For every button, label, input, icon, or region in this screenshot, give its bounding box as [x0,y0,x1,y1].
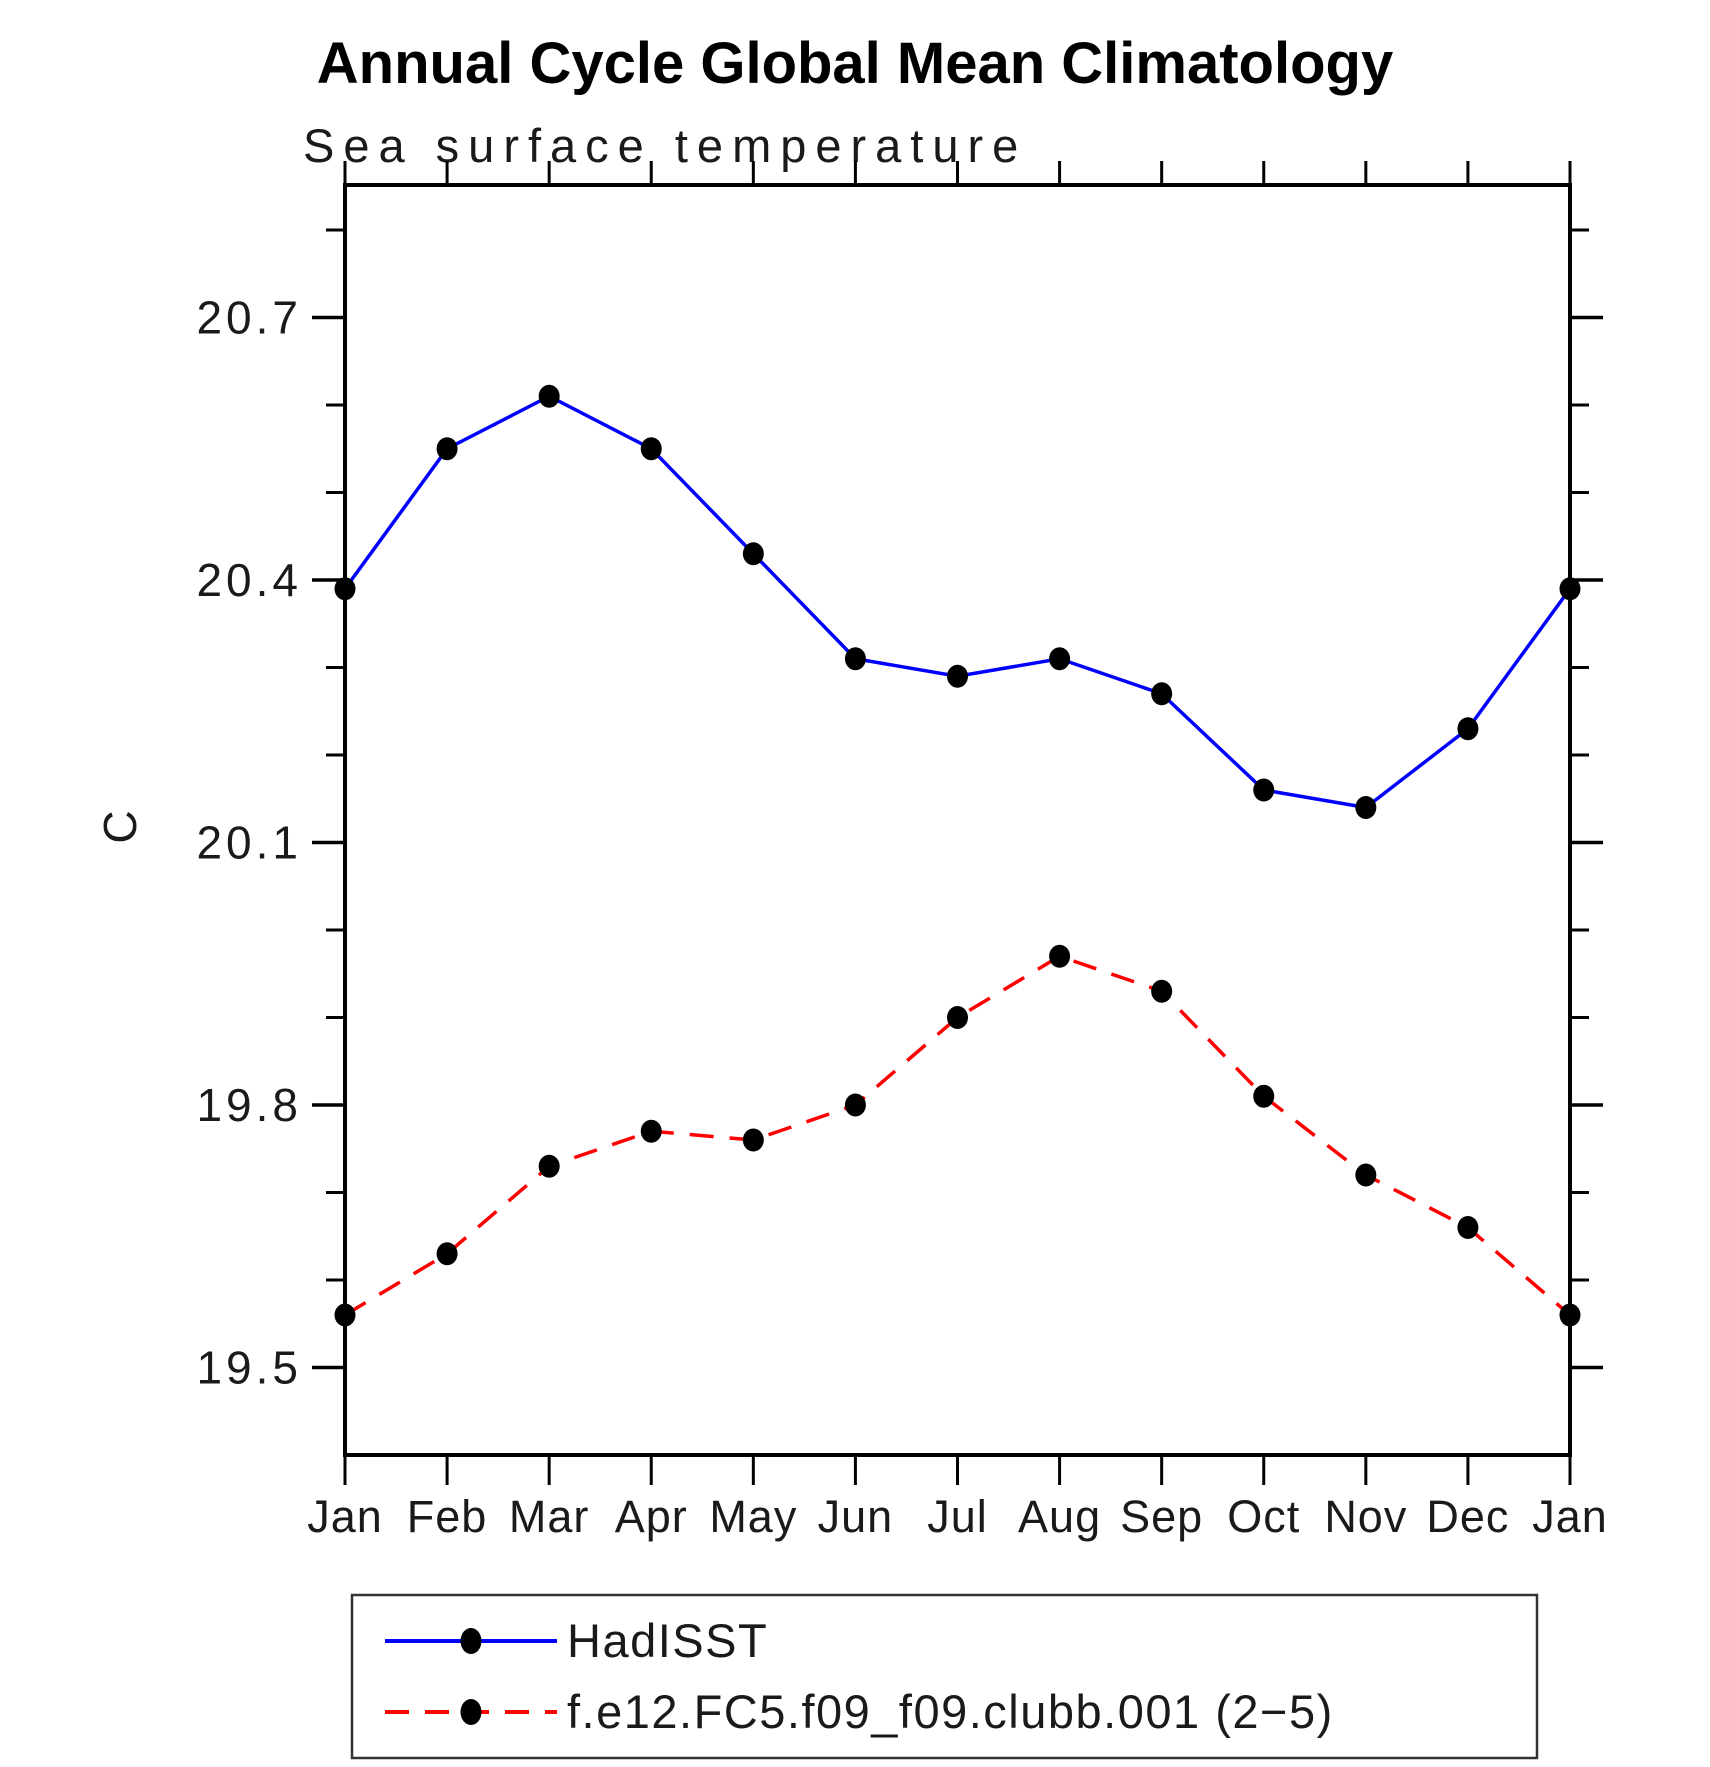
data-point-marker [1355,1163,1377,1187]
data-point-marker [1049,647,1071,671]
plot-frame [343,183,1572,1457]
y-tick-label: 19.8 [196,1079,302,1131]
x-tick-label: Mar [509,1491,590,1542]
legend-box [350,1593,1539,1760]
x-tick-label: Aug [1018,1491,1101,1542]
legend-marker [460,1628,482,1654]
data-point-marker [742,1128,764,1152]
x-tick-label: Jan [307,1491,383,1542]
series-line-hadisst [343,394,1572,810]
x-tick-label: Apr [615,1491,688,1542]
data-point-marker [436,1242,458,1266]
data-point-marker [947,664,968,688]
x-tick-label: Jan [1532,1491,1608,1542]
data-point-marker [1559,577,1581,601]
x-tick-label: Jul [927,1491,988,1542]
legend-marker [460,1699,482,1725]
y-tick-label: 19.5 [196,1342,302,1394]
chart-title: Annual Cycle Global Mean Climatology [316,31,1394,96]
data-point-marker [1151,979,1173,1003]
x-tick-label: Sep [1120,1491,1203,1542]
x-tick-label: Feb [407,1491,488,1542]
data-point-marker [1049,944,1071,968]
data-point-marker [640,1119,662,1143]
data-point-marker [1457,1216,1479,1239]
data-point-marker [947,1006,968,1029]
data-point-marker [1355,796,1377,819]
legend-label: f.e12.FC5.f09_f09.clubb.001 (2−5) [567,1685,1334,1738]
data-point-marker [1253,778,1275,802]
data-point-marker [1559,1303,1581,1327]
data-point-marker [640,437,662,461]
data-point-marker [1457,717,1479,741]
data-point-marker [334,577,356,601]
data-point-marker [436,437,458,461]
data-point-marker [742,542,764,566]
chart-subtitle: Sea surface temperature [303,119,1028,172]
data-point-marker [538,384,560,408]
y-tick-label: 20.1 [196,817,302,869]
data-point-marker [844,647,866,671]
legend-label: HadISST [567,1614,768,1667]
y-tick-label: 20.4 [196,554,302,606]
data-point-marker [844,1093,866,1117]
x-tick-label: Jun [818,1491,894,1542]
x-tick-label: Oct [1227,1491,1300,1542]
data-point-marker [538,1154,560,1178]
data-point-marker [1151,682,1173,706]
data-point-marker [334,1303,356,1327]
x-tick-label: Dec [1426,1491,1509,1542]
x-tick-label: Nov [1324,1491,1407,1542]
x-tick-label: May [709,1491,797,1542]
y-tick-label: 20.7 [196,292,302,344]
data-point-marker [1253,1084,1275,1108]
